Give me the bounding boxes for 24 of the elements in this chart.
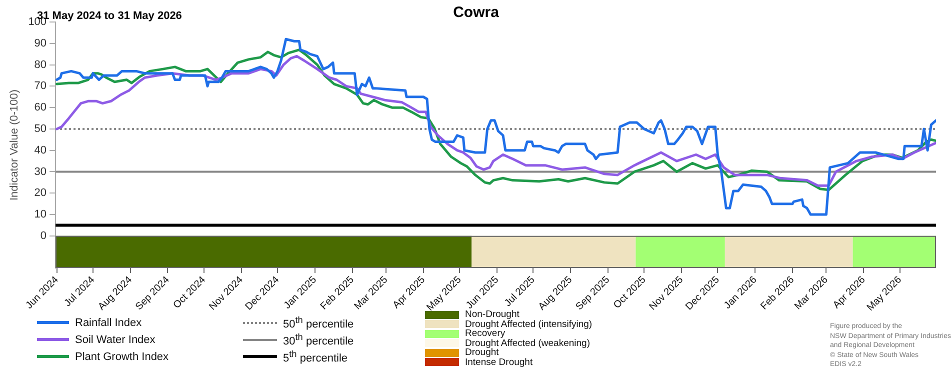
y-tick-label: 20 [34,187,47,200]
y-tick-label: 90 [34,37,47,50]
text: Drought Affected (weakening) [465,338,590,349]
legend-label: Soil Water Index [75,334,156,346]
y-axis-title: Indicator Value (0-100) [8,89,21,201]
legend-label: 5$^{th}$ percentile [283,348,348,364]
chart-title: Cowra [453,4,499,21]
y-tick-label: 40 [34,144,47,156]
legend-label: Recovery [465,328,506,340]
legend-label: Rainfall Index [75,316,142,328]
y-tick-label: 80 [34,58,47,71]
legend-label: 30$^{th}$ percentile [283,332,354,348]
legend-label: Non-Drought [465,309,520,320]
legend-label: Plant Growth Index [75,350,169,362]
y-tick-label: 10 [34,208,47,221]
y-tick-label: 0 [40,230,47,242]
text: Drought [465,347,499,358]
text: Intense Drought [465,356,533,368]
legend-label: 50$^{th}$ percentile [283,314,354,330]
y-tick-label: 50 [34,122,47,135]
y-tick-label: 70 [34,80,47,92]
legend-label: Drought Affected (intensifying) [465,318,592,330]
y-tick-label: 60 [34,102,47,114]
y-tick-label: 30 [34,166,47,178]
